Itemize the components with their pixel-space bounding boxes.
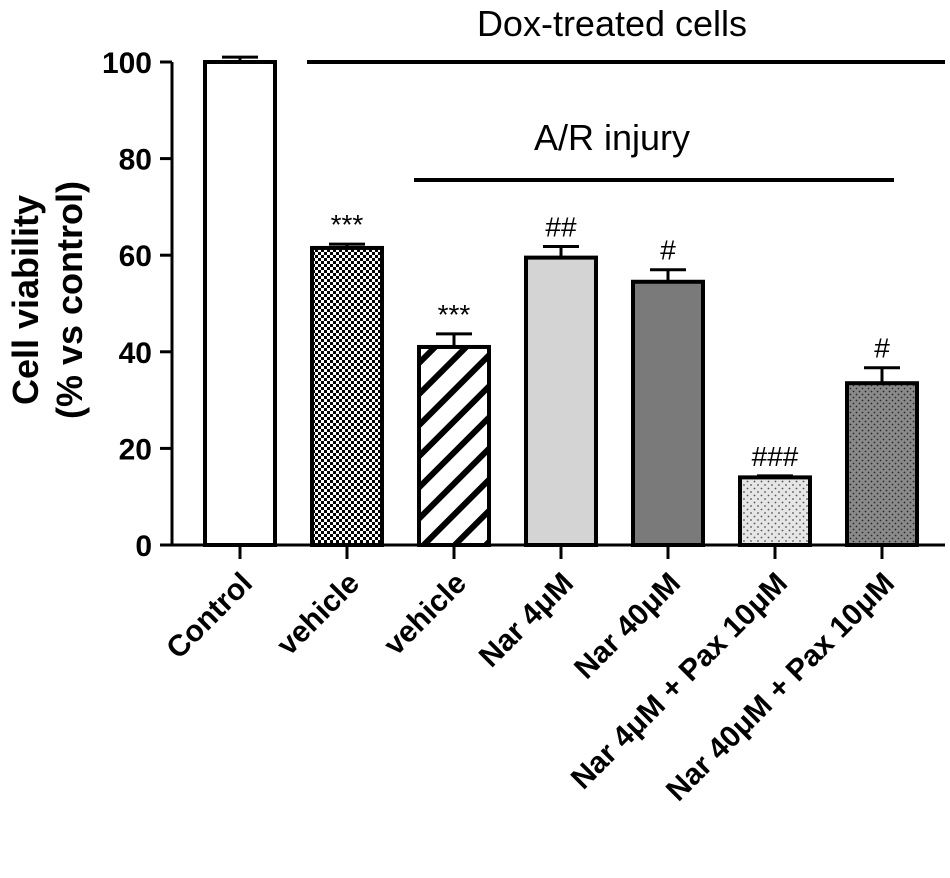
y-tick-label: 20 [119, 433, 152, 466]
dox-treated-label: Dox-treated cells [477, 3, 747, 44]
significance-label-5: # [660, 235, 676, 266]
y-tick-label: 100 [102, 47, 152, 80]
y-tick-label: 40 [119, 337, 152, 370]
bars: ******####### [203, 55, 919, 559]
x-tick-label-6: Nar 4μM + Pax 10μM [565, 567, 794, 796]
y-tick-label: 80 [119, 144, 152, 177]
x-tick-label-2: vehicle [271, 567, 366, 662]
bar-7 [845, 381, 919, 547]
significance-label-4: ## [545, 212, 577, 243]
significance-label-3: *** [438, 299, 471, 330]
bar-2 [310, 245, 384, 548]
bar-1 [203, 60, 277, 547]
significance-label-2: *** [331, 209, 364, 240]
bar-3 [417, 344, 491, 547]
y-tick-label: 60 [119, 240, 152, 273]
ar-injury-label: A/R injury [534, 117, 690, 158]
group-brackets: Dox-treated cells A/R injury [307, 3, 945, 182]
x-tick-label-1: Control [160, 567, 259, 666]
y-tick-label: 0 [135, 530, 152, 563]
x-tick-label-3: vehicle [378, 567, 473, 662]
bar-5 [631, 279, 705, 547]
x-tick-label-4: Nar 4μM [473, 567, 580, 674]
significance-label-6: ### [752, 441, 799, 472]
bar-4 [524, 255, 598, 547]
y-axis-label-line1: Cell viability [5, 195, 46, 405]
y-ticks: 0 20 40 60 80 100 [102, 47, 172, 563]
y-axis-label-line2: (% vs control) [49, 181, 90, 419]
bar-6 [738, 475, 812, 548]
significance-label-7: # [874, 333, 890, 364]
